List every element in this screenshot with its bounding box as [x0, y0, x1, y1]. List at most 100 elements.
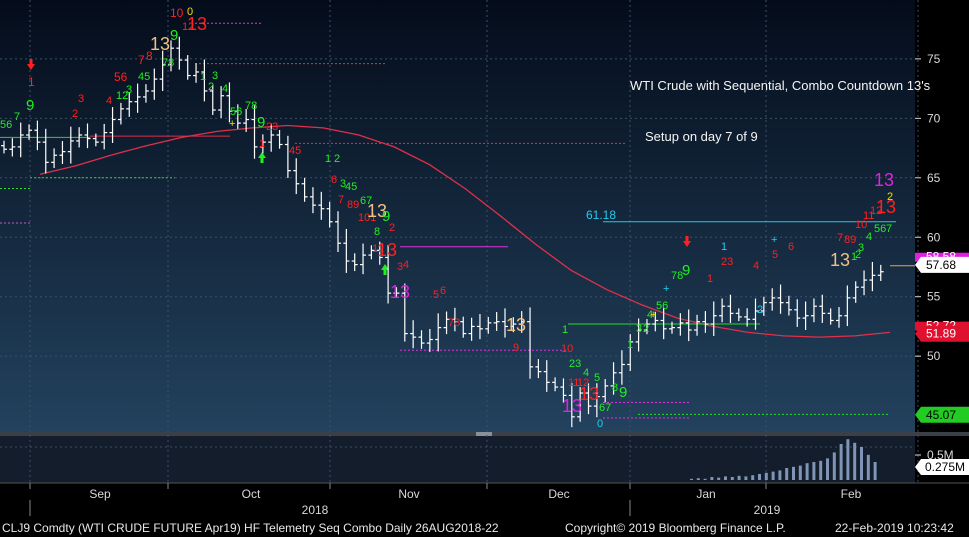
- plot-area: [0, 0, 915, 432]
- moving-average-line: [39, 124, 891, 338]
- y-tick-label: 55: [927, 290, 941, 304]
- sequential-label: 2: [887, 191, 893, 203]
- footer-ticker: CLJ9 Comdty (WTI CRUDE FUTURE Apr19) HF …: [2, 521, 499, 535]
- y-tick-label: 75: [927, 52, 941, 66]
- sequential-label: 1: [627, 339, 633, 351]
- volume-bar: [710, 477, 714, 480]
- chart-title: WTI Crude with Sequential, Combo Countdo…: [630, 78, 931, 93]
- sequential-label: 9: [26, 97, 34, 114]
- volume-bar: [839, 444, 843, 480]
- price-tag-label: 51.89: [926, 327, 956, 341]
- sequential-label: 56: [0, 119, 12, 131]
- sequential-label: 45: [345, 181, 357, 193]
- volume-bar: [812, 462, 816, 480]
- sequential-label: 2: [334, 153, 340, 165]
- sequential-label: 12: [182, 21, 194, 33]
- sequential-label: 23: [569, 358, 581, 370]
- sequential-label: 7: [886, 223, 892, 235]
- sequential-label: 3: [78, 93, 84, 105]
- sequential-label: 1: [851, 251, 857, 263]
- sequential-label: 78: [671, 270, 683, 282]
- sequential-label: 10: [561, 343, 573, 355]
- sequential-label: 13: [390, 282, 410, 302]
- sequential-label: 11: [863, 210, 874, 222]
- volume-bar: [832, 452, 836, 480]
- sequential-label: 4: [647, 309, 653, 321]
- buy-arrow-icon-stem: [260, 158, 264, 163]
- sequential-label: 4: [403, 259, 409, 271]
- volume-bar: [744, 476, 748, 480]
- sequential-label: 13: [830, 250, 850, 270]
- volume-bar: [703, 478, 707, 480]
- sequential-label: 45: [289, 145, 301, 157]
- volume-bar: [751, 475, 755, 480]
- volume-bar: [785, 468, 789, 480]
- sequential-label: 56: [230, 106, 242, 118]
- volume-bar: [758, 474, 761, 480]
- sequential-label: 4: [222, 83, 228, 95]
- gridlines: [0, 0, 919, 483]
- sequential-label: 4: [583, 367, 589, 379]
- sequential-label: 13: [506, 315, 526, 335]
- volume-bar: [737, 475, 741, 480]
- sequential-label: 3: [212, 70, 218, 82]
- sequential-label: 9: [513, 342, 519, 354]
- sequential-label: 89: [844, 234, 856, 246]
- buy-arrow-icon: [258, 152, 266, 158]
- footer-copyright: Copyright© 2019 Bloomberg Finance L.P.: [565, 521, 786, 535]
- sequential-label: 10: [855, 219, 867, 231]
- sequential-label: 5: [594, 372, 600, 384]
- y-tick-label: 50: [927, 349, 941, 363]
- sequential-label: 1: [721, 241, 727, 253]
- sequential-label: 3: [397, 261, 403, 273]
- sequential-label: 1: [259, 138, 265, 150]
- sequential-label: 13: [876, 197, 896, 217]
- sequential-label: 1: [562, 324, 568, 336]
- sequential-label: 1: [200, 71, 206, 83]
- sequential-label: 4: [106, 95, 112, 107]
- volume-bar: [778, 470, 782, 480]
- volume-bar: [730, 477, 734, 480]
- sequential-label: 78: [448, 317, 460, 329]
- sequential-label: 13: [874, 170, 894, 190]
- sequential-label: 7: [338, 194, 344, 206]
- sequential-label: 9: [682, 262, 690, 279]
- volume-bar: [690, 478, 693, 480]
- sequential-label: +: [771, 234, 777, 246]
- volume-bar: [826, 458, 829, 480]
- sequential-label: 3: [858, 242, 864, 254]
- sell-arrow-icon-stem: [29, 59, 33, 64]
- sequential-label: 11: [568, 377, 579, 389]
- sequential-label: 9: [619, 384, 627, 401]
- x-month-label: Nov: [398, 487, 419, 501]
- buy-arrow-icon: [381, 264, 389, 270]
- x-month-label: Feb: [841, 487, 862, 501]
- price-tag: [915, 325, 969, 342]
- sequential-label: 8: [146, 49, 153, 63]
- buy-arrow-icon-stem: [383, 270, 387, 275]
- volume-bars: [690, 439, 877, 480]
- x-year-label: 2018: [302, 503, 329, 517]
- sequential-label: 9: [170, 27, 178, 44]
- sequential-label: 6: [788, 241, 794, 253]
- sequential-label: 3: [126, 84, 132, 96]
- volume-tag: [915, 459, 969, 475]
- y-tick-label: 65: [927, 171, 941, 185]
- panel-resize-handle[interactable]: [476, 432, 492, 436]
- x-month-label: Jan: [696, 487, 715, 501]
- y-tick-label: 60: [927, 230, 941, 244]
- sequential-label: 13: [579, 384, 599, 404]
- sell-arrow-icon: [683, 241, 691, 247]
- sequential-label: 0: [597, 418, 603, 430]
- x-month-label: Dec: [548, 487, 569, 501]
- sequential-label: 8: [612, 382, 618, 394]
- x-month-label: Sep: [89, 487, 111, 501]
- sequential-label: 67: [360, 195, 372, 207]
- price-tag: [915, 256, 969, 273]
- volume-bar: [771, 471, 775, 480]
- volume-bar: [853, 442, 857, 480]
- sequential-label: 2: [389, 222, 395, 234]
- sequential-label: 5: [433, 289, 439, 301]
- price-tag-label: 45.07: [926, 408, 956, 422]
